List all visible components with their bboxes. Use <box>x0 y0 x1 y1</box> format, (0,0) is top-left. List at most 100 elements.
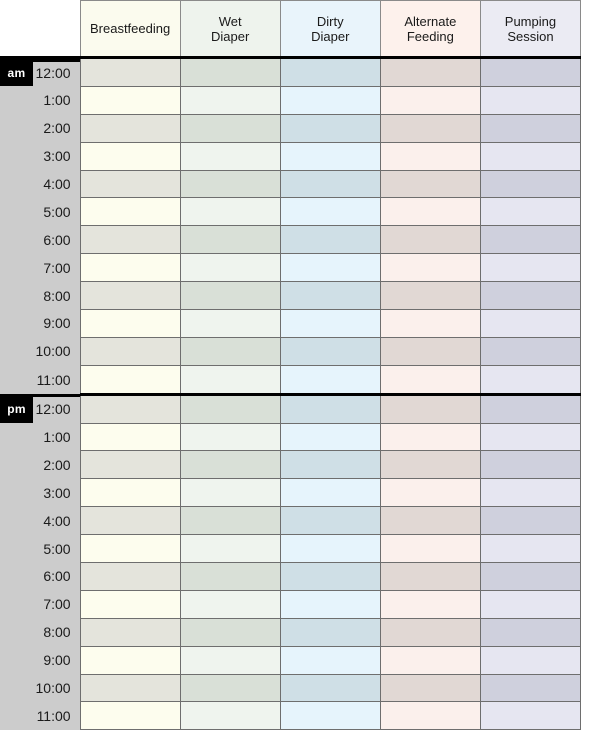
entry-cell-pumping[interactable] <box>479 281 582 311</box>
entry-cell-dirty-diaper[interactable] <box>279 113 381 143</box>
entry-cell-alt-feeding[interactable] <box>379 534 481 564</box>
entry-cell-breastfeeding[interactable] <box>79 478 181 508</box>
entry-cell-dirty-diaper[interactable] <box>279 169 381 199</box>
entry-cell-alt-feeding[interactable] <box>379 56 481 87</box>
entry-cell-pumping[interactable] <box>479 197 582 227</box>
entry-cell-pumping[interactable] <box>479 534 582 564</box>
entry-cell-wet-diaper[interactable] <box>179 336 281 366</box>
entry-cell-breastfeeding[interactable] <box>79 225 181 255</box>
entry-cell-breastfeeding[interactable] <box>79 113 181 143</box>
entry-cell-pumping[interactable] <box>479 392 582 424</box>
entry-cell-wet-diaper[interactable] <box>179 450 281 480</box>
entry-cell-pumping[interactable] <box>479 617 582 647</box>
entry-cell-dirty-diaper[interactable] <box>279 422 381 452</box>
entry-cell-alt-feeding[interactable] <box>379 113 481 143</box>
entry-cell-wet-diaper[interactable] <box>179 392 281 424</box>
entry-cell-wet-diaper[interactable] <box>179 197 281 227</box>
entry-cell-breastfeeding[interactable] <box>79 197 181 227</box>
entry-cell-dirty-diaper[interactable] <box>279 336 381 366</box>
entry-cell-wet-diaper[interactable] <box>179 645 281 675</box>
entry-cell-wet-diaper[interactable] <box>179 478 281 508</box>
entry-cell-pumping[interactable] <box>479 701 582 730</box>
entry-cell-pumping[interactable] <box>479 673 582 703</box>
entry-cell-dirty-diaper[interactable] <box>279 253 381 283</box>
entry-cell-breastfeeding[interactable] <box>79 309 181 338</box>
entry-cell-dirty-diaper[interactable] <box>279 392 381 424</box>
entry-cell-alt-feeding[interactable] <box>379 392 481 424</box>
entry-cell-pumping[interactable] <box>479 422 582 452</box>
entry-cell-breastfeeding[interactable] <box>79 336 181 366</box>
entry-cell-alt-feeding[interactable] <box>379 336 481 366</box>
entry-cell-alt-feeding[interactable] <box>379 589 481 619</box>
entry-cell-pumping[interactable] <box>479 336 582 366</box>
entry-cell-wet-diaper[interactable] <box>179 506 281 536</box>
entry-cell-wet-diaper[interactable] <box>179 589 281 619</box>
entry-cell-dirty-diaper[interactable] <box>279 506 381 536</box>
entry-cell-alt-feeding[interactable] <box>379 673 481 703</box>
entry-cell-dirty-diaper[interactable] <box>279 701 381 730</box>
entry-cell-wet-diaper[interactable] <box>179 562 281 591</box>
entry-cell-breastfeeding[interactable] <box>79 392 181 424</box>
entry-cell-breastfeeding[interactable] <box>79 506 181 536</box>
entry-cell-alt-feeding[interactable] <box>379 141 481 171</box>
entry-cell-breastfeeding[interactable] <box>79 253 181 283</box>
entry-cell-dirty-diaper[interactable] <box>279 141 381 171</box>
entry-cell-wet-diaper[interactable] <box>179 364 281 395</box>
entry-cell-dirty-diaper[interactable] <box>279 589 381 619</box>
entry-cell-wet-diaper[interactable] <box>179 701 281 730</box>
entry-cell-dirty-diaper[interactable] <box>279 197 381 227</box>
entry-cell-dirty-diaper[interactable] <box>279 309 381 338</box>
entry-cell-alt-feeding[interactable] <box>379 701 481 730</box>
entry-cell-wet-diaper[interactable] <box>179 225 281 255</box>
entry-cell-breastfeeding[interactable] <box>79 645 181 675</box>
entry-cell-wet-diaper[interactable] <box>179 281 281 311</box>
entry-cell-breastfeeding[interactable] <box>79 673 181 703</box>
entry-cell-wet-diaper[interactable] <box>179 141 281 171</box>
entry-cell-breastfeeding[interactable] <box>79 617 181 647</box>
entry-cell-pumping[interactable] <box>479 113 582 143</box>
entry-cell-wet-diaper[interactable] <box>179 85 281 115</box>
entry-cell-wet-diaper[interactable] <box>179 534 281 564</box>
entry-cell-breastfeeding[interactable] <box>79 141 181 171</box>
entry-cell-breastfeeding[interactable] <box>79 562 181 591</box>
entry-cell-pumping[interactable] <box>479 85 582 115</box>
entry-cell-alt-feeding[interactable] <box>379 506 481 536</box>
entry-cell-breastfeeding[interactable] <box>79 534 181 564</box>
entry-cell-breastfeeding[interactable] <box>79 169 181 199</box>
entry-cell-alt-feeding[interactable] <box>379 281 481 311</box>
entry-cell-pumping[interactable] <box>479 589 582 619</box>
entry-cell-wet-diaper[interactable] <box>179 673 281 703</box>
entry-cell-pumping[interactable] <box>479 253 582 283</box>
entry-cell-alt-feeding[interactable] <box>379 169 481 199</box>
entry-cell-dirty-diaper[interactable] <box>279 85 381 115</box>
entry-cell-alt-feeding[interactable] <box>379 225 481 255</box>
entry-cell-breastfeeding[interactable] <box>79 450 181 480</box>
entry-cell-breastfeeding[interactable] <box>79 589 181 619</box>
entry-cell-pumping[interactable] <box>479 364 582 395</box>
entry-cell-pumping[interactable] <box>479 169 582 199</box>
entry-cell-dirty-diaper[interactable] <box>279 56 381 87</box>
entry-cell-pumping[interactable] <box>479 645 582 675</box>
entry-cell-pumping[interactable] <box>479 141 582 171</box>
entry-cell-alt-feeding[interactable] <box>379 422 481 452</box>
entry-cell-dirty-diaper[interactable] <box>279 534 381 564</box>
entry-cell-breastfeeding[interactable] <box>79 56 181 87</box>
entry-cell-alt-feeding[interactable] <box>379 197 481 227</box>
entry-cell-breastfeeding[interactable] <box>79 364 181 395</box>
entry-cell-dirty-diaper[interactable] <box>279 450 381 480</box>
entry-cell-wet-diaper[interactable] <box>179 56 281 87</box>
entry-cell-alt-feeding[interactable] <box>379 364 481 395</box>
entry-cell-wet-diaper[interactable] <box>179 113 281 143</box>
entry-cell-wet-diaper[interactable] <box>179 169 281 199</box>
entry-cell-pumping[interactable] <box>479 450 582 480</box>
entry-cell-alt-feeding[interactable] <box>379 617 481 647</box>
entry-cell-alt-feeding[interactable] <box>379 450 481 480</box>
entry-cell-breastfeeding[interactable] <box>79 701 181 730</box>
entry-cell-dirty-diaper[interactable] <box>279 673 381 703</box>
entry-cell-wet-diaper[interactable] <box>179 309 281 338</box>
entry-cell-breastfeeding[interactable] <box>79 85 181 115</box>
entry-cell-dirty-diaper[interactable] <box>279 617 381 647</box>
entry-cell-breastfeeding[interactable] <box>79 281 181 311</box>
entry-cell-alt-feeding[interactable] <box>379 253 481 283</box>
entry-cell-alt-feeding[interactable] <box>379 562 481 591</box>
